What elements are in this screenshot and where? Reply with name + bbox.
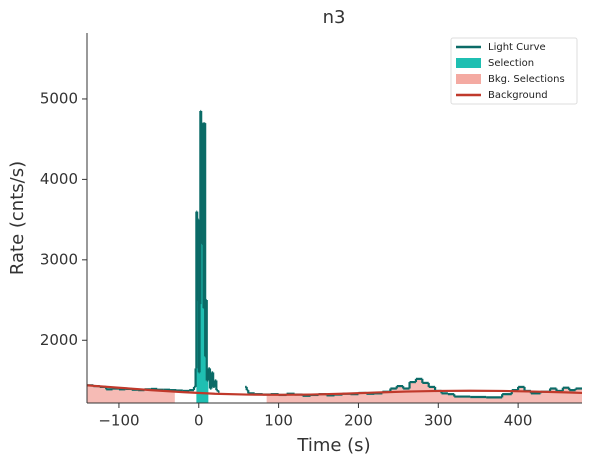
legend-label: Light Curve [488,42,546,53]
legend-swatch [456,58,481,68]
x-tick-label: 100 [264,412,293,430]
selection-area [196,111,209,404]
y-tick-label: 3000 [40,250,78,268]
y-tick-label: 5000 [40,89,78,107]
x-tick-label: 400 [504,412,533,430]
legend-box [450,37,578,105]
legend-swatch [456,74,481,84]
x-tick-label: 300 [424,412,453,430]
y-tick-label: 4000 [40,170,78,188]
x-axis-label: Time (s) [296,435,370,456]
legend-label: Background [488,90,548,101]
y-tick-label: 2000 [40,331,78,349]
x-tick-label: 0 [194,412,204,430]
background-line [86,384,583,396]
x-tick-label: −100 [98,412,139,430]
chart-title: n3 [323,7,346,28]
x-tick-label: 200 [344,412,373,430]
y-axis-label: Rate (cnts/s) [7,161,28,275]
legend-label: Selection [488,58,534,69]
legend-label: Bkg. Selections [488,74,565,85]
